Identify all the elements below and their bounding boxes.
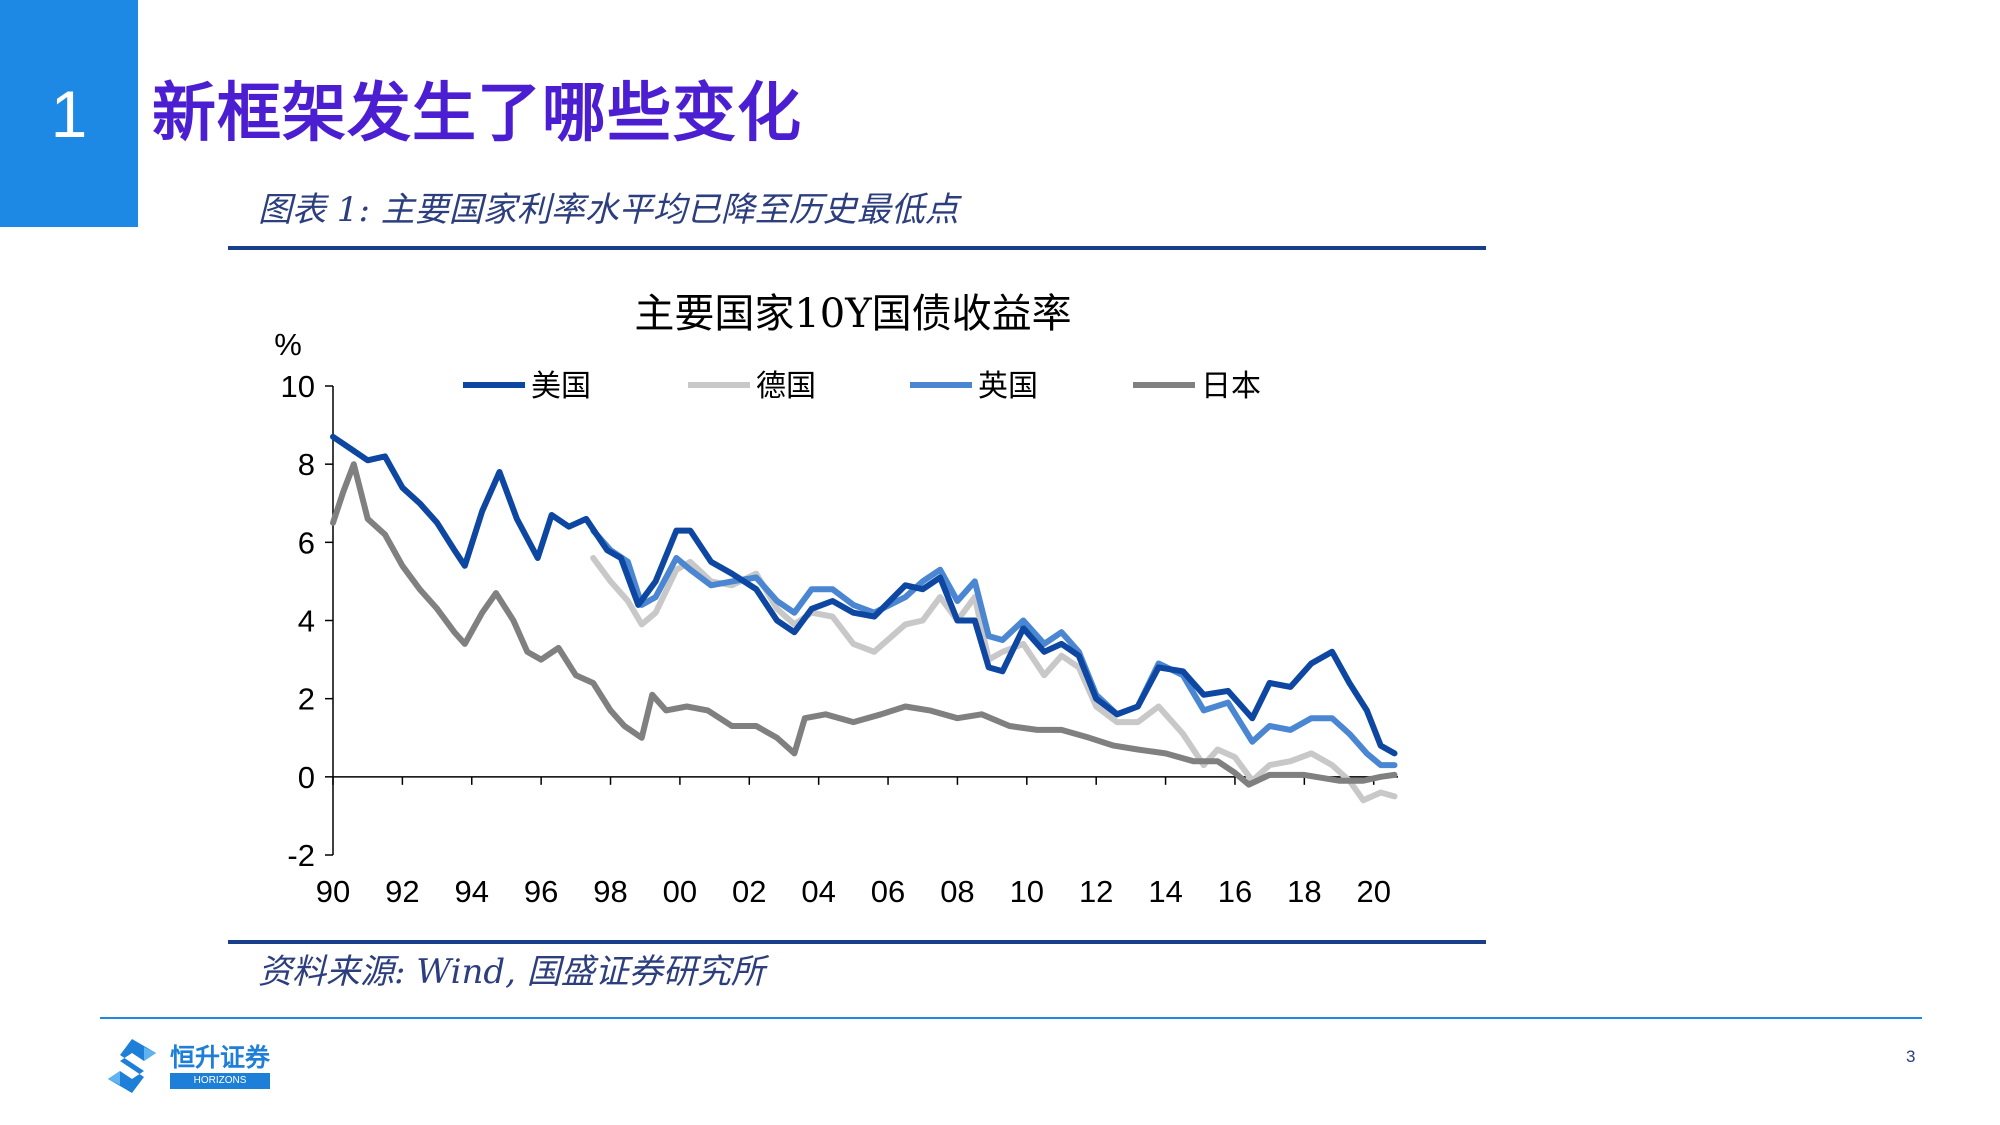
chart-legend: 美国 德国 英国 日本: [463, 369, 1261, 404]
legend-label-3: 日本: [1201, 369, 1261, 404]
chart-series: [330, 433, 1398, 804]
company-logo: 恒升证券 HORIZONS SECURITIES: [100, 1035, 285, 1102]
section-number-box: 1: [0, 0, 138, 227]
slide-title: 新框架发生了哪些变化: [152, 77, 802, 151]
series-line-2: [590, 527, 1398, 769]
x-tick-label: 14: [1148, 874, 1182, 909]
y-tick-label: 2: [298, 682, 315, 717]
footer-divider: [100, 1017, 1922, 1019]
series-line-0: [330, 433, 1398, 757]
series-line-3: [330, 461, 1398, 788]
x-tick-label: 16: [1218, 874, 1252, 909]
x-tick-label: 08: [940, 874, 974, 909]
legend-label-0: 美国: [531, 369, 591, 404]
series-line-1: [590, 555, 1398, 804]
y-tick-label: 8: [298, 447, 315, 482]
x-tick-label: 04: [801, 874, 835, 909]
figure-caption: 图表 1: 主要国家利率水平均已降至历史最低点: [258, 190, 959, 230]
x-tick-label: 10: [1010, 874, 1044, 909]
x-tick-label: 18: [1287, 874, 1321, 909]
y-tick-label: 0: [298, 760, 315, 795]
y-tick-label: 6: [298, 525, 315, 560]
chart-title: 主要国家10Y国债收益率: [634, 291, 1071, 337]
source-divider: [228, 940, 1486, 944]
legend-label-2: 英国: [978, 369, 1038, 404]
x-tick-label: 02: [732, 874, 766, 909]
y-axis-unit-label: %: [274, 327, 302, 362]
source-note: 资料来源: Wind, 国盛证券研究所: [258, 952, 765, 992]
y-tick-label: -2: [287, 838, 315, 873]
y-tick-label: 4: [298, 604, 315, 639]
legend-label-1: 德国: [756, 369, 816, 404]
x-tick-label: 92: [385, 874, 419, 909]
y-tick-label: 10: [281, 369, 315, 404]
x-tick-label: 96: [524, 874, 558, 909]
x-tick-label: 98: [593, 874, 627, 909]
x-tick-label: 12: [1079, 874, 1113, 909]
x-tick-label: 00: [663, 874, 697, 909]
page-number: 3: [1906, 1047, 1916, 1066]
horizons-logo-icon: [108, 1039, 156, 1093]
logo-name: 恒升证券: [170, 1043, 271, 1072]
x-tick-label: 20: [1356, 874, 1390, 909]
x-tick-label: 06: [871, 874, 905, 909]
caption-divider: [228, 246, 1486, 250]
section-number: 1: [50, 76, 88, 151]
logo-subtitle: HORIZONS SECURITIES: [170, 1073, 270, 1102]
x-tick-label: 94: [455, 874, 489, 909]
x-tick-label: 90: [316, 874, 350, 909]
